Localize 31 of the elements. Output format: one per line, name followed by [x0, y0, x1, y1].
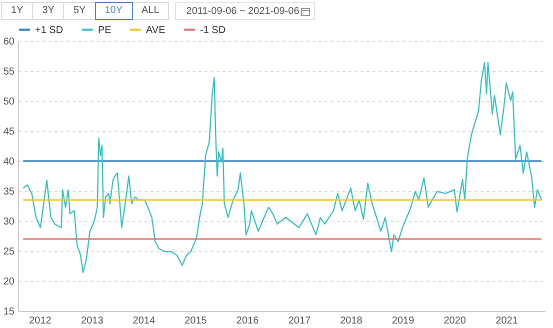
x-tick-label: 2019	[392, 316, 415, 326]
legend-label: +1 SD	[35, 24, 64, 36]
legend-label: PE	[98, 24, 112, 36]
x-tick-label: 2021	[496, 316, 518, 326]
line-series	[22, 62, 542, 274]
text: 10Y	[94, 2, 132, 20]
legend-label: -1 SD	[200, 24, 226, 36]
x-tick-label: 2013	[81, 316, 104, 326]
text: 2011-09-06 ~ 2021-09-06	[186, 6, 300, 16]
x-tick-label: 2017	[288, 316, 312, 326]
y-tick-label: 55	[3, 66, 15, 78]
text: 3Y	[32, 2, 64, 20]
text: ALL	[132, 2, 170, 20]
x-tick-label: 2016	[236, 316, 260, 326]
y-tick-label: 35	[3, 186, 15, 198]
x-tick-label: 2012	[29, 316, 52, 326]
y-tick-label: 50	[3, 96, 15, 108]
y-tick-label: 45	[3, 126, 15, 138]
text: 5Y	[63, 2, 96, 20]
y-tick-label: 30	[3, 216, 15, 228]
y-tick-label: 60	[3, 36, 15, 48]
y-tick-label: 15	[3, 306, 15, 318]
y-tick-label: 25	[3, 246, 15, 258]
y-tick-label: 40	[3, 156, 15, 168]
y-tick-label: 20	[3, 276, 15, 288]
x-tick-label: 2015	[184, 316, 208, 326]
x-tick-label: 2018	[340, 316, 363, 326]
x-tick-label: 2014	[132, 316, 156, 326]
text: 1Y	[1, 2, 34, 20]
legend-label: AVE	[146, 24, 166, 36]
x-tick-label: 2020	[444, 316, 466, 326]
